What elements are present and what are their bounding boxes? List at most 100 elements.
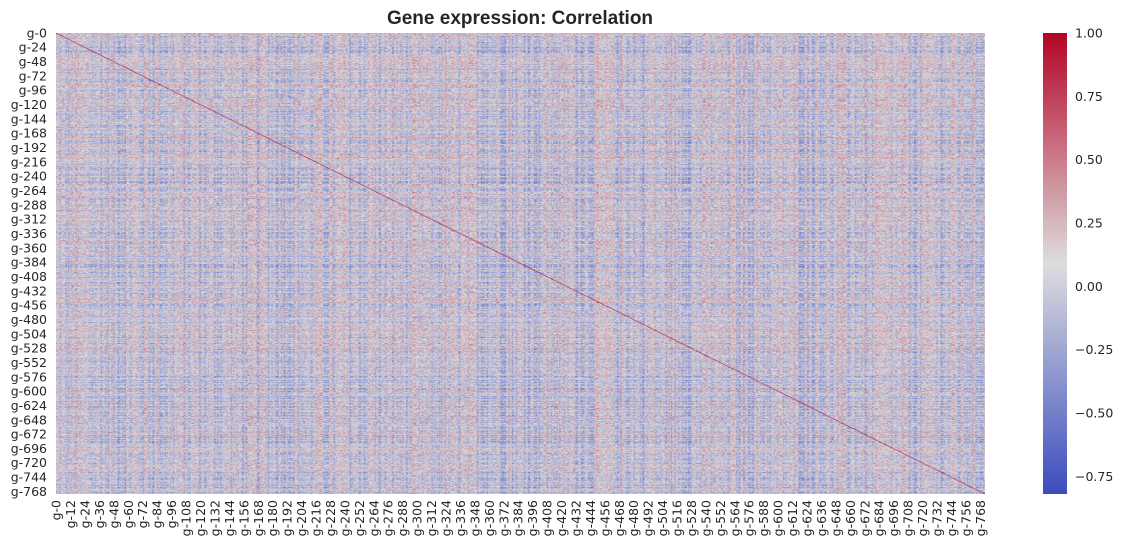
col-tick-label: g-264 xyxy=(366,500,381,536)
col-tick-label: g-492 xyxy=(641,500,656,536)
col-tick-label: g-312 xyxy=(424,500,439,536)
col-tick-label: g-192 xyxy=(280,500,295,536)
col-tick-label: g-360 xyxy=(482,500,497,536)
row-tick-label: g-240 xyxy=(11,169,47,184)
col-tick-label: g-588 xyxy=(756,500,771,536)
col-tick-label: g-348 xyxy=(467,500,482,536)
row-tick-label: g-552 xyxy=(11,355,47,370)
col-tick-label: g-696 xyxy=(886,500,901,536)
col-tick-label: g-564 xyxy=(727,500,742,536)
row-tick-label: g-264 xyxy=(11,183,47,198)
colorbar: 1.00 0.75 0.50 0.25 0.00 −0.25 −0.50 −0.75 xyxy=(1043,26,1113,494)
row-tick-label: g-408 xyxy=(11,269,47,284)
row-tick-label: g-312 xyxy=(11,212,47,227)
col-tick-label: g-708 xyxy=(901,500,916,536)
col-tick-label: g-60 xyxy=(121,500,136,528)
col-tick-label: g-336 xyxy=(453,500,468,536)
row-tick-label: g-624 xyxy=(11,398,47,413)
col-tick-label: g-432 xyxy=(568,500,583,536)
col-tick-label: g-108 xyxy=(179,500,194,536)
col-tick-label: g-252 xyxy=(352,500,367,536)
row-tick-label: g-72 xyxy=(19,68,47,83)
col-tick-label: g-528 xyxy=(684,500,699,536)
row-tick-label: g-120 xyxy=(11,97,47,112)
col-tick-labels: g-0 g-12 g-24 g-36 g-48 g-60 g-72 g-84 g-96 g-108… xyxy=(49,500,988,536)
colorbar-tick-label: 0.00 xyxy=(1075,279,1103,294)
col-tick-label: g-48 xyxy=(106,500,121,528)
col-tick-label: g-516 xyxy=(670,500,685,536)
col-tick-label: g-276 xyxy=(381,500,396,536)
row-tick-label: g-744 xyxy=(11,470,47,485)
col-tick-label: g-540 xyxy=(698,500,713,536)
col-tick-label: g-552 xyxy=(713,500,728,536)
colorbar-tick-label: −0.50 xyxy=(1075,405,1113,420)
row-tick-label: g-672 xyxy=(11,427,47,442)
col-tick-label: g-156 xyxy=(236,500,251,536)
row-tick-label: g-768 xyxy=(11,484,47,499)
colorbar-tick-label: −0.75 xyxy=(1075,469,1113,484)
col-tick-label: g-384 xyxy=(511,500,526,536)
row-tick-label: g-576 xyxy=(11,369,47,384)
col-tick-label: g-504 xyxy=(655,500,670,536)
col-tick-label: g-168 xyxy=(251,500,266,536)
heatmap-cells-image xyxy=(56,33,985,494)
colorbar-tick-label: −0.25 xyxy=(1075,342,1113,357)
col-tick-label: g-408 xyxy=(540,500,555,536)
col-tick-label: g-444 xyxy=(583,500,598,536)
col-tick-label: g-600 xyxy=(771,500,786,536)
row-tick-label: g-720 xyxy=(11,455,47,470)
row-tick-label: g-336 xyxy=(11,226,47,241)
row-tick-label: g-48 xyxy=(19,54,47,69)
chart-title: Gene expression: Correlation xyxy=(387,8,653,29)
col-tick-label: g-36 xyxy=(92,500,107,528)
col-tick-label: g-612 xyxy=(785,500,800,536)
col-tick-label: g-372 xyxy=(496,500,511,536)
row-tick-label: g-648 xyxy=(11,412,47,427)
col-tick-label: g-744 xyxy=(944,500,959,536)
col-tick-label: g-648 xyxy=(828,500,843,536)
row-tick-label: g-384 xyxy=(11,255,47,270)
row-tick-label: g-216 xyxy=(11,154,47,169)
col-tick-label: g-468 xyxy=(612,500,627,536)
col-tick-label: g-228 xyxy=(323,500,338,536)
row-tick-label: g-96 xyxy=(19,83,47,98)
colorbar-tick-label: 0.75 xyxy=(1075,89,1103,104)
col-tick-label: g-420 xyxy=(554,500,569,536)
col-tick-label: g-480 xyxy=(626,500,641,536)
row-tick-label: g-0 xyxy=(27,25,47,40)
col-tick-label: g-144 xyxy=(222,500,237,536)
col-tick-label: g-240 xyxy=(337,500,352,536)
row-tick-label: g-432 xyxy=(11,283,47,298)
col-tick-label: g-0 xyxy=(49,500,64,520)
col-tick-label: g-636 xyxy=(814,500,829,536)
col-tick-label: g-324 xyxy=(438,500,453,536)
colorbar-tick-label: 0.50 xyxy=(1075,152,1103,167)
row-tick-label: g-600 xyxy=(11,384,47,399)
col-tick-label: g-576 xyxy=(742,500,757,536)
row-tick-label: g-504 xyxy=(11,326,47,341)
row-tick-label: g-288 xyxy=(11,197,47,212)
row-tick-label: g-480 xyxy=(11,312,47,327)
col-tick-label: g-24 xyxy=(77,500,92,528)
heatmap-area xyxy=(56,33,985,494)
col-tick-label: g-216 xyxy=(309,500,324,536)
col-tick-label: g-456 xyxy=(597,500,612,536)
col-tick-label: g-672 xyxy=(857,500,872,536)
col-tick-label: g-756 xyxy=(958,500,973,536)
col-tick-label: g-12 xyxy=(63,500,78,528)
colorbar-gradient xyxy=(1043,33,1067,494)
colorbar-tick-label: 0.25 xyxy=(1075,215,1103,230)
col-tick-label: g-624 xyxy=(800,500,815,536)
row-tick-label: g-528 xyxy=(11,341,47,356)
col-tick-label: g-288 xyxy=(395,500,410,536)
col-tick-label: g-660 xyxy=(843,500,858,536)
col-tick-label: g-84 xyxy=(150,500,165,528)
col-tick-label: g-72 xyxy=(135,500,150,528)
col-tick-label: g-96 xyxy=(164,500,179,528)
row-tick-label: g-144 xyxy=(11,111,47,126)
row-tick-label: g-456 xyxy=(11,298,47,313)
col-tick-label: g-132 xyxy=(207,500,222,536)
row-tick-label: g-168 xyxy=(11,126,47,141)
